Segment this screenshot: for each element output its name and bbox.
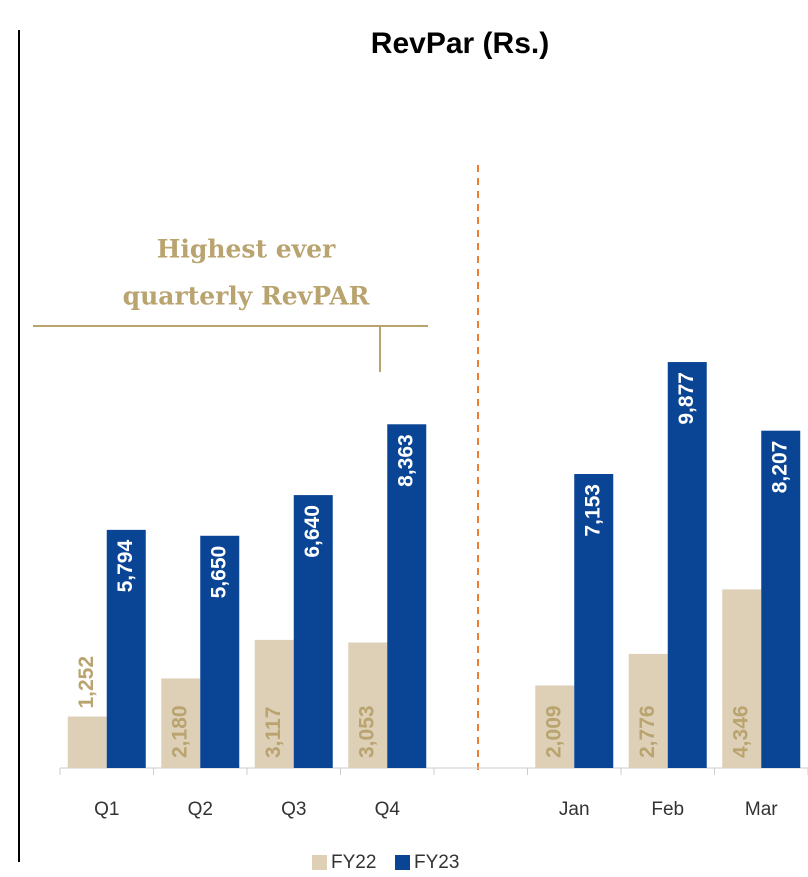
bar [574,474,614,768]
value-label: 8,207 [768,441,791,494]
x-tick-label: Mar [745,799,778,820]
legend-label: FY22 [331,852,376,873]
legend-swatch [312,855,327,870]
value-label: 3,117 [262,707,285,758]
value-label: 1,252 [75,656,98,709]
value-label: 2,180 [168,705,191,758]
value-label: 7,153 [581,484,604,537]
legend-swatch [395,855,410,870]
bar [761,430,801,768]
bar [254,639,294,768]
bar [67,716,107,768]
value-label: 6,640 [301,505,324,558]
bar [106,529,146,768]
x-tick-label: Q1 [94,799,119,820]
legend-label: FY23 [414,852,459,873]
bar [387,424,427,768]
bar [722,589,762,768]
bar [200,535,240,768]
bar [628,653,668,768]
annotation: Highest ever [157,235,336,264]
x-tick-label: Jan [559,799,590,820]
value-label: 9,877 [675,372,698,425]
bar [535,685,575,768]
bar [667,362,707,768]
bar [293,495,333,768]
chart-title: RevPar (Rs.) [371,27,549,60]
value-label: 5,650 [207,546,230,599]
annotation: quarterly RevPAR [123,282,370,311]
x-tick-label: Feb [651,799,684,820]
value-label: 8,363 [394,434,417,487]
value-label: 2,009 [542,705,565,758]
bar [348,642,388,768]
value-label: 5,794 [114,540,137,593]
x-tick-label: Q3 [281,799,306,820]
x-tick-label: Q2 [188,799,213,820]
bar [161,678,201,768]
value-label: 2,776 [636,705,659,758]
value-label: 3,053 [355,705,378,758]
value-label: 4,346 [729,705,752,758]
x-tick-label: Q4 [375,799,401,820]
